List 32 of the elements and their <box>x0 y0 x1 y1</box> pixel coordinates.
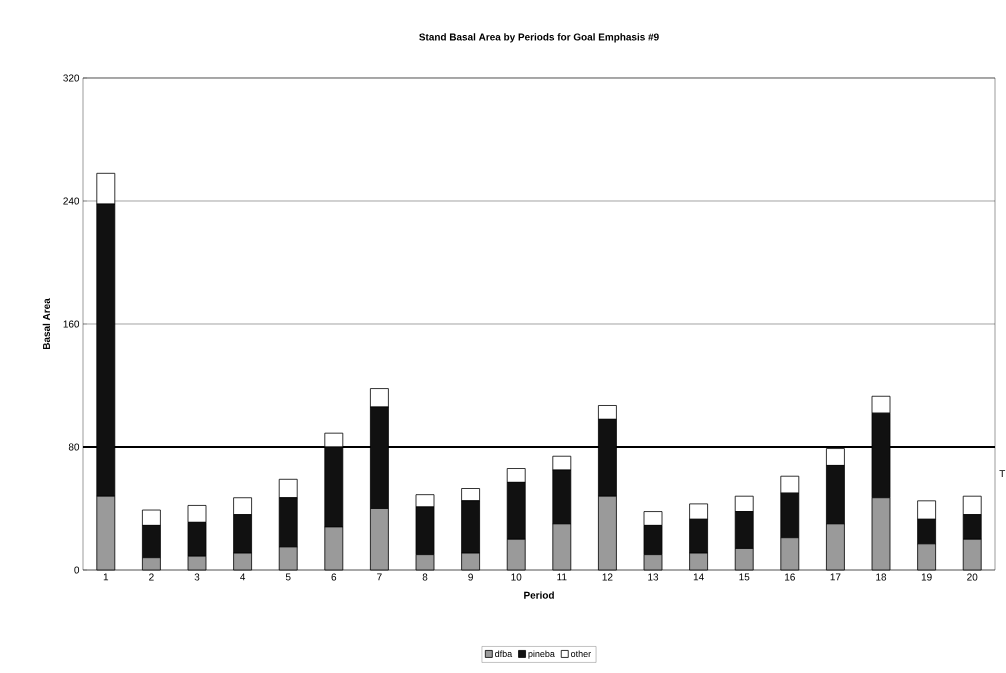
x-tick-label: 19 <box>921 573 932 581</box>
x-tick-label: 13 <box>648 573 659 581</box>
x-tick-label: 1 <box>103 573 109 581</box>
ref-line-label: T <box>999 470 1006 478</box>
x-tick-label: 4 <box>240 573 246 581</box>
legend-label: other <box>571 650 591 658</box>
y-tick-label: 320 <box>63 74 80 82</box>
x-axis-title: Period <box>524 591 554 599</box>
x-tick-label: 6 <box>331 573 337 581</box>
x-tick-label: 10 <box>511 573 522 581</box>
y-axis-title: Basal Area <box>42 298 51 350</box>
y-tick-label: 240 <box>63 197 80 205</box>
x-tick-label: 5 <box>285 573 291 581</box>
legend-label: pineba <box>528 650 555 659</box>
x-tick-label: 7 <box>377 573 382 581</box>
chart-title: Stand Basal Area by Periods for Goal Emphasis #9 <box>419 33 659 43</box>
legend-label: dfba <box>495 650 513 658</box>
x-tick-label: 17 <box>830 573 841 581</box>
x-tick-label: 3 <box>194 573 200 581</box>
y-tick-label: 160 <box>63 320 80 328</box>
x-tick-label: 12 <box>602 573 613 581</box>
x-tick-label: 16 <box>785 573 795 581</box>
x-tick-label: 14 <box>693 573 704 581</box>
x-tick-label: 9 <box>468 573 473 581</box>
x-tick-label: 2 <box>149 573 154 581</box>
x-tick-label: 20 <box>967 573 978 581</box>
y-tick-label: 0 <box>74 566 80 574</box>
x-tick-label: 15 <box>739 573 750 581</box>
y-tick-label: 80 <box>68 443 80 451</box>
x-tick-label: 11 <box>557 573 567 581</box>
x-tick-label: 18 <box>876 573 887 581</box>
x-tick-label: 8 <box>422 573 428 581</box>
